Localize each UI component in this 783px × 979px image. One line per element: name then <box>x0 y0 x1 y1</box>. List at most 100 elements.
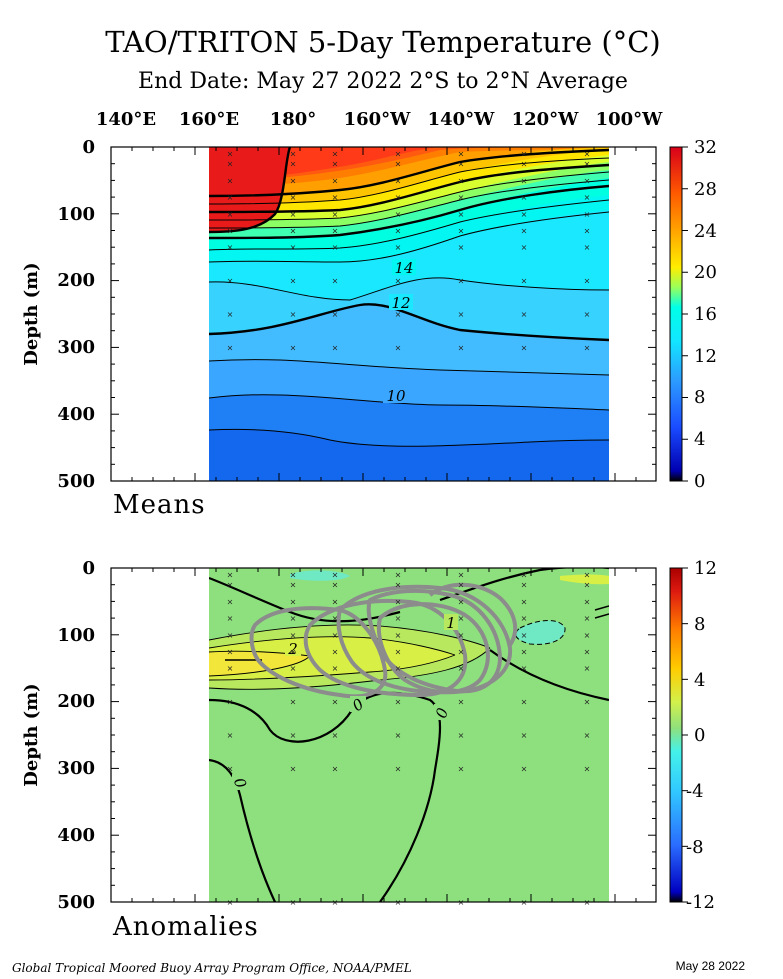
buoy-marker: × <box>521 243 528 252</box>
buoy-marker: × <box>332 210 339 219</box>
means-isotherms <box>209 147 609 447</box>
buoy-marker: × <box>458 160 465 169</box>
anomaly-cb-label-minus8: -8 <box>686 837 704 858</box>
buoy-marker: × <box>521 193 528 202</box>
buoy-marker: × <box>227 160 234 169</box>
buoy-marker: × <box>521 698 528 707</box>
buoy-marker: × <box>584 150 591 159</box>
anomaly-panel-label: Anomalies <box>112 912 259 942</box>
grey-loop-2 <box>303 598 468 697</box>
buoy-marker: × <box>227 764 234 773</box>
buoy-marker: × <box>332 614 339 623</box>
means-cb-label-24: 24 <box>694 221 717 242</box>
buoy-marker: × <box>227 176 234 185</box>
anomaly-colorbar: 12 8 4 0 -4 -8 -12 <box>669 558 717 913</box>
buoy-marker: × <box>458 571 465 580</box>
buoy-marker: × <box>227 571 234 580</box>
anomaly-negative-contour <box>515 620 566 645</box>
buoy-marker: × <box>227 227 234 236</box>
buoy-marker: × <box>584 210 591 219</box>
buoy-marker: × <box>584 193 591 202</box>
means-cb-label-32: 32 <box>694 137 717 158</box>
buoy-marker: × <box>521 277 528 286</box>
buoy-marker: × <box>458 210 465 219</box>
buoy-marker: × <box>332 648 339 657</box>
buoy-marker: × <box>521 664 528 673</box>
buoy-marker: × <box>395 160 402 169</box>
buoy-marker: × <box>584 597 591 606</box>
anomaly-grey-loop-overlay <box>249 582 518 699</box>
buoy-marker: × <box>584 631 591 640</box>
means-y-tick-100: 100 <box>57 204 95 225</box>
buoy-marker: × <box>332 176 339 185</box>
buoy-marker: × <box>584 664 591 673</box>
anomaly-cb-label-minus12: -12 <box>686 892 715 913</box>
footer-credit: Global Tropical Moored Buoy Array Progra… <box>12 961 412 975</box>
buoy-marker: × <box>290 277 297 286</box>
lon-label-140w: 140°W <box>428 109 496 130</box>
anomaly-cb-label-4: 4 <box>694 670 705 691</box>
grey-loop-3 <box>336 584 513 695</box>
buoy-marker: × <box>458 176 465 185</box>
anomaly-y-tick-100: 100 <box>57 625 95 646</box>
anomaly-colorbar-scale <box>669 567 683 903</box>
buoy-marker: × <box>332 698 339 707</box>
buoy-marker: × <box>227 343 234 352</box>
buoy-marker: × <box>290 343 297 352</box>
buoy-marker: × <box>290 176 297 185</box>
buoy-marker: × <box>290 698 297 707</box>
grey-loop-1 <box>249 606 388 699</box>
buoy-marker: × <box>227 597 234 606</box>
anomaly-warm-surface <box>560 574 609 585</box>
anomaly-buoy-markers: × × × × × × × × × × × × × × × × × × × × × × × × × × × × × × × × × × × × × × × ×… <box>227 571 591 907</box>
buoy-marker: × <box>227 698 234 707</box>
buoy-marker: × <box>458 648 465 657</box>
anomaly-contour-label-2: 2 <box>287 640 298 658</box>
lon-label-140e: 140°E <box>96 109 156 130</box>
buoy-marker: × <box>227 614 234 623</box>
buoy-marker: × <box>521 731 528 740</box>
lon-label-160e: 160°E <box>179 109 239 130</box>
means-colorbar-ticks <box>682 146 688 482</box>
buoy-marker: × <box>395 581 402 590</box>
means-cb-label-20: 20 <box>694 262 717 283</box>
buoy-marker: × <box>290 614 297 623</box>
grey-loop-tail <box>428 582 518 647</box>
anomaly-label-bg-1 <box>444 614 458 630</box>
buoy-marker: × <box>395 150 402 159</box>
buoy-marker: × <box>584 243 591 252</box>
buoy-marker: × <box>584 581 591 590</box>
isotherm-24 <box>209 148 609 198</box>
means-colorbar-scale <box>669 146 683 482</box>
buoy-marker: × <box>332 243 339 252</box>
buoy-marker: × <box>584 764 591 773</box>
buoy-marker: × <box>584 176 591 185</box>
buoy-marker: × <box>332 571 339 580</box>
buoy-marker: × <box>458 731 465 740</box>
lon-label-100w: 100°W <box>596 109 664 130</box>
buoy-marker: × <box>395 648 402 657</box>
anomaly-contour-label-1: 1 <box>446 614 456 632</box>
buoy-marker: × <box>290 597 297 606</box>
means-y-tick-200: 200 <box>57 270 95 291</box>
buoy-marker: × <box>290 210 297 219</box>
buoy-marker: × <box>458 193 465 202</box>
buoy-marker: × <box>458 150 465 159</box>
buoy-marker: × <box>521 227 528 236</box>
buoy-marker: × <box>395 664 402 673</box>
buoy-marker: × <box>290 581 297 590</box>
buoy-marker: × <box>458 310 465 319</box>
buoy-marker: × <box>332 343 339 352</box>
buoy-marker: × <box>290 193 297 202</box>
buoy-marker: × <box>458 698 465 707</box>
buoy-marker: × <box>290 764 297 773</box>
lon-label-120w: 120°W <box>512 109 580 130</box>
buoy-marker: × <box>332 310 339 319</box>
anomaly-zero-contour-west <box>209 758 276 902</box>
buoy-marker: × <box>584 614 591 623</box>
means-y-axis-label: Depth (m) <box>21 262 42 365</box>
anomaly-zero-contour-surface <box>439 568 609 602</box>
means-cb-label-4: 4 <box>694 429 705 450</box>
buoy-marker: × <box>332 664 339 673</box>
